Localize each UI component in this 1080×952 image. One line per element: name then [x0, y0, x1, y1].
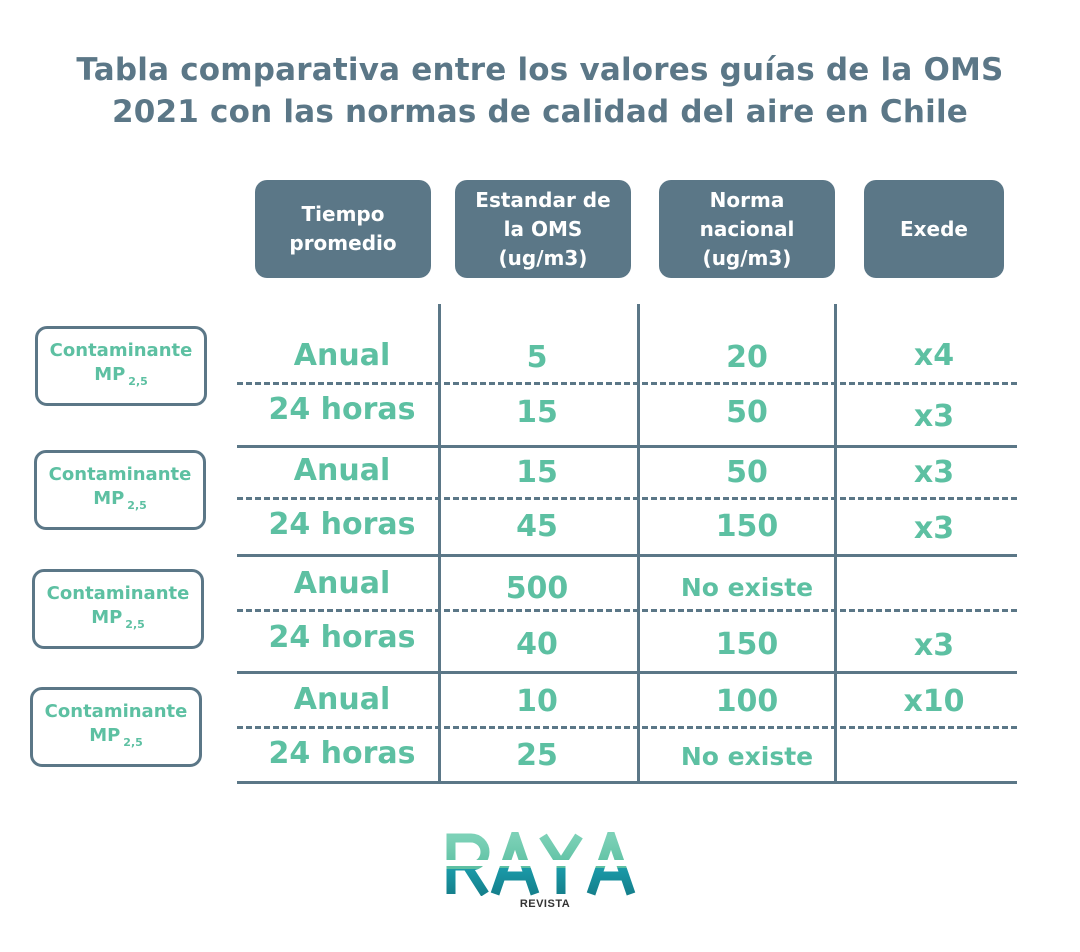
row-divider-dashed	[237, 726, 1017, 729]
cell-norma: No existe	[680, 573, 814, 602]
cell-norma: 100	[715, 684, 779, 719]
cell-norma: 150	[715, 627, 779, 662]
pollutant-name: Contaminante	[46, 582, 190, 604]
pollutant-code: MP 2,5	[93, 487, 147, 512]
raya-logo	[445, 832, 641, 896]
cell-oms: 25	[516, 738, 558, 773]
group-divider	[237, 445, 1017, 448]
cell-tiempo: 24 horas	[268, 392, 416, 427]
cell-exede: x4	[913, 338, 955, 373]
pollutant-code: MP 2,5	[89, 724, 143, 749]
cell-exede: x3	[913, 399, 955, 434]
row-divider-dashed	[237, 382, 1017, 385]
cell-norma: 150	[715, 509, 779, 544]
cell-oms: 40	[516, 627, 558, 662]
cell-oms: 500	[505, 571, 569, 606]
cell-tiempo: Anual	[293, 682, 391, 717]
cell-exede: x3	[913, 455, 955, 490]
column-divider	[637, 304, 640, 783]
pollutant-name: Contaminante	[49, 339, 193, 361]
cell-exede: x3	[913, 511, 955, 546]
cell-oms: 15	[516, 395, 558, 430]
page-title-line-1: Tabla comparativa entre los valores guía…	[76, 52, 1004, 88]
column-divider	[438, 304, 441, 783]
cell-tiempo: 24 horas	[268, 620, 416, 655]
header-norma-nacional: Norma nacional (ug/m3)	[659, 180, 835, 278]
cell-tiempo: Anual	[293, 453, 391, 488]
cell-norma: 50	[726, 455, 768, 490]
cell-norma: 20	[726, 340, 768, 375]
pollutant-name: Contaminante	[48, 463, 192, 485]
pollutant-label: Contaminante MP 2,5	[30, 687, 202, 767]
header-exede-label: Exede	[899, 216, 968, 241]
cell-oms: 10	[516, 684, 558, 719]
cell-oms: 15	[516, 455, 558, 490]
header-estandar-oms: Estandar de la OMS (ug/m3)	[455, 180, 631, 278]
cell-tiempo: 24 horas	[268, 736, 416, 771]
pollutant-label: Contaminante MP 2,5	[34, 450, 206, 530]
cell-oms: 45	[516, 509, 558, 544]
pollutant-label: Contaminante MP 2,5	[32, 569, 204, 649]
group-divider	[237, 554, 1017, 557]
pollutant-code: MP 2,5	[94, 363, 148, 388]
header-norma-label: Norma nacional (ug/m3)	[699, 187, 795, 270]
cell-exede: x10	[903, 684, 965, 719]
column-divider	[834, 304, 837, 783]
cell-norma: 50	[726, 395, 768, 430]
row-divider-dashed	[237, 609, 1017, 612]
pollutant-label: Contaminante MP 2,5	[35, 326, 207, 406]
header-oms-label: Estandar de la OMS (ug/m3)	[475, 187, 611, 270]
header-tiempo-label: Tiempo promedio	[289, 202, 397, 255]
cell-oms: 5	[526, 340, 548, 375]
group-divider	[237, 671, 1017, 674]
header-exede: Exede	[864, 180, 1004, 278]
page-title-line-2: 2021 con las normas de calidad del aire …	[111, 94, 969, 130]
header-tiempo-promedio: Tiempo promedio	[255, 180, 431, 278]
cell-norma: No existe	[680, 742, 814, 771]
cell-tiempo: 24 horas	[268, 507, 416, 542]
logo-subtitle: REVISTA	[519, 898, 571, 910]
cell-exede: x3	[913, 628, 955, 663]
cell-tiempo: Anual	[293, 338, 391, 373]
pollutant-name: Contaminante	[44, 700, 188, 722]
cell-tiempo: Anual	[293, 566, 391, 601]
pollutant-code: MP 2,5	[91, 606, 145, 631]
table-bottom-border	[237, 781, 1017, 784]
row-divider-dashed	[237, 497, 1017, 500]
